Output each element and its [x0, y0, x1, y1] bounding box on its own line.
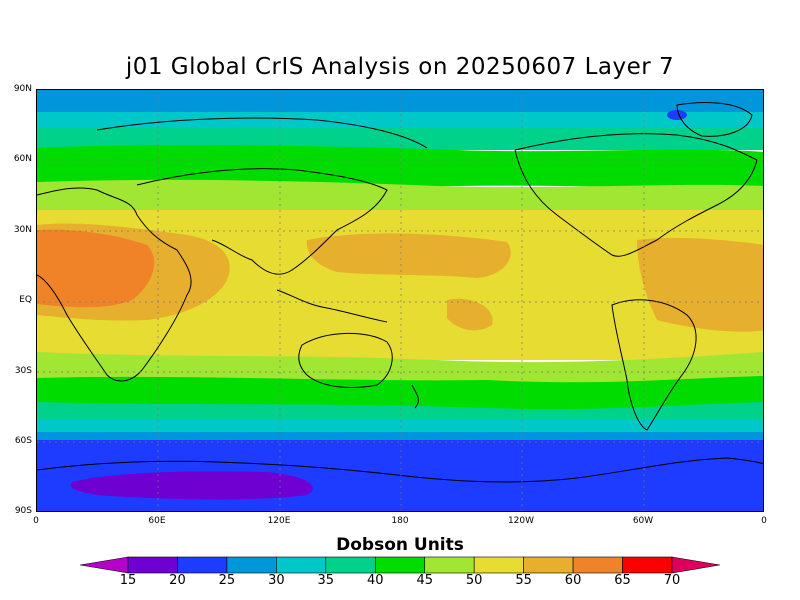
colorbar-level-label: 20: [169, 573, 186, 588]
graticule: [37, 90, 763, 511]
colorbar-level-label: 40: [366, 573, 384, 588]
patch-25-arctic: [667, 110, 687, 120]
lon-label-0-east: 0: [761, 516, 767, 526]
colorbar-segment: [80, 556, 129, 574]
colorbar: [80, 556, 720, 574]
lat-label-60s: 60S: [14, 436, 32, 446]
coast-maritime-se-asia: [276, 289, 388, 323]
colorbar-level-label: 45: [416, 573, 433, 588]
colorbar-level-label: 55: [515, 573, 532, 588]
colorbar-level-label: 30: [268, 573, 285, 588]
colorbar-segment: [325, 556, 376, 574]
band-45: [37, 179, 763, 220]
lon-label-120e: 120E: [267, 516, 291, 526]
colorbar-level-label: 15: [119, 573, 137, 588]
colorbar-level-label: 70: [663, 573, 681, 588]
lon-label-120w: 120W: [507, 516, 535, 526]
coastlines: [37, 101, 763, 483]
colorbar-level-label: 25: [218, 573, 236, 588]
region-65-africa: [52, 249, 99, 292]
coast-australia: [298, 332, 393, 389]
lat-label-30s: 30S: [14, 366, 32, 376]
coast-greenland: [676, 101, 753, 137]
colorbar-level-label: 65: [614, 573, 631, 588]
colorbar-level-label: 35: [317, 573, 335, 588]
lat-label-90n: 90N: [13, 84, 32, 94]
coast-asia-north: [96, 117, 428, 149]
lon-label-0: 0: [33, 516, 39, 526]
region-55-south-pacific: [447, 298, 493, 331]
colorbar-segment: [671, 556, 720, 574]
lat-label-30n: 30N: [13, 225, 32, 235]
colorbar-segment: [424, 556, 475, 574]
colorbar-segment: [177, 556, 228, 574]
lon-label-180: 180: [391, 516, 409, 526]
colorbar-segment: [572, 556, 623, 574]
colorbar-segment: [622, 556, 673, 574]
colorbar-segment: [276, 556, 327, 574]
lat-label-60n: 60N: [13, 154, 32, 164]
coast-south-america: [611, 299, 697, 431]
colorbar-level-label: 50: [465, 573, 483, 588]
colorbar-segment: [473, 556, 524, 574]
lat-label-eq: EQ: [19, 295, 32, 305]
band-25: [37, 90, 763, 115]
map-title: j01 Global CrIS Analysis on 20250607 Lay…: [125, 54, 675, 80]
lat-label-90s: 90S: [14, 506, 32, 516]
band-35: [37, 128, 763, 150]
colorbar-segment: [127, 556, 178, 574]
colorbar-title: Dobson Units: [336, 535, 464, 555]
colorbar-level-label: 60: [564, 573, 582, 588]
colorbar-segment: [374, 556, 426, 574]
region-55-atlantic: [637, 237, 763, 332]
coast-asia: [136, 168, 388, 275]
coast-north-america: [514, 133, 758, 257]
colorbar-segment: [523, 556, 574, 574]
region-15-antarctic: [70, 471, 313, 500]
lon-label-60w: 60W: [632, 516, 654, 526]
coast-antarctica: [37, 457, 763, 483]
lon-label-60e: 60E: [148, 516, 166, 526]
region-55-pacific: [306, 233, 511, 278]
colorbar-segment: [226, 556, 277, 574]
coast-africa-europe: [37, 187, 192, 382]
ozone-field: [37, 90, 763, 511]
band-40: [37, 144, 763, 190]
coast-nz: [411, 384, 419, 409]
ozone-map: [36, 89, 764, 512]
